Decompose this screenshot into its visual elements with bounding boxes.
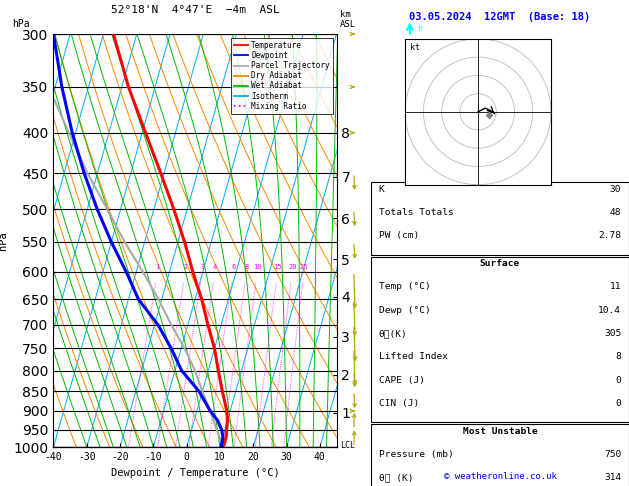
Text: hPa: hPa — [13, 19, 30, 29]
Text: 2.78: 2.78 — [598, 231, 621, 241]
Text: Totals Totals: Totals Totals — [379, 208, 454, 217]
Text: km
ASL: km ASL — [340, 10, 356, 29]
Text: 3: 3 — [200, 264, 204, 270]
Text: 11: 11 — [610, 282, 621, 292]
Text: 0: 0 — [616, 399, 621, 408]
Text: 10: 10 — [253, 264, 262, 270]
Text: 15: 15 — [273, 264, 282, 270]
Text: CIN (J): CIN (J) — [379, 399, 419, 408]
Text: n: n — [418, 24, 423, 34]
Text: 2: 2 — [183, 264, 187, 270]
Text: 314: 314 — [604, 473, 621, 483]
Text: Most Unstable: Most Unstable — [463, 427, 537, 436]
Text: 750: 750 — [604, 450, 621, 459]
X-axis label: Dewpoint / Temperature (°C): Dewpoint / Temperature (°C) — [111, 468, 279, 478]
Text: K: K — [379, 185, 384, 194]
Bar — [371, 257, 629, 422]
Text: 03.05.2024  12GMT  (Base: 18): 03.05.2024 12GMT (Base: 18) — [409, 12, 591, 22]
Text: θᴄ (K): θᴄ (K) — [379, 473, 413, 483]
Y-axis label: hPa: hPa — [0, 231, 8, 250]
Text: Lifted Index: Lifted Index — [379, 352, 448, 362]
Text: 6: 6 — [231, 264, 235, 270]
Text: Surface: Surface — [480, 259, 520, 268]
Text: 0: 0 — [616, 376, 621, 385]
Text: CAPE (J): CAPE (J) — [379, 376, 425, 385]
Text: 4: 4 — [213, 264, 217, 270]
Text: 10.4: 10.4 — [598, 306, 621, 315]
Text: Temp (°C): Temp (°C) — [379, 282, 431, 292]
Text: Pressure (mb): Pressure (mb) — [379, 450, 454, 459]
Text: 25: 25 — [300, 264, 308, 270]
Bar — [371, 182, 629, 255]
Text: 8: 8 — [616, 352, 621, 362]
Text: 30: 30 — [610, 185, 621, 194]
Text: 1: 1 — [155, 264, 160, 270]
Text: 305: 305 — [604, 329, 621, 338]
Text: kt: kt — [409, 43, 420, 52]
Text: LCL: LCL — [340, 441, 355, 450]
Text: 20: 20 — [288, 264, 296, 270]
Legend: Temperature, Dewpoint, Parcel Trajectory, Dry Adiabat, Wet Adiabat, Isotherm, Mi: Temperature, Dewpoint, Parcel Trajectory… — [231, 38, 333, 114]
Text: Dewp (°C): Dewp (°C) — [379, 306, 431, 315]
Text: PW (cm): PW (cm) — [379, 231, 419, 241]
Text: © weatheronline.co.uk: © weatheronline.co.uk — [443, 472, 557, 481]
Text: θᴄ(K): θᴄ(K) — [379, 329, 408, 338]
Text: 48: 48 — [610, 208, 621, 217]
Text: 8: 8 — [245, 264, 248, 270]
Bar — [371, 424, 629, 486]
Text: 52°18'N  4°47'E  −4m  ASL: 52°18'N 4°47'E −4m ASL — [111, 4, 279, 15]
